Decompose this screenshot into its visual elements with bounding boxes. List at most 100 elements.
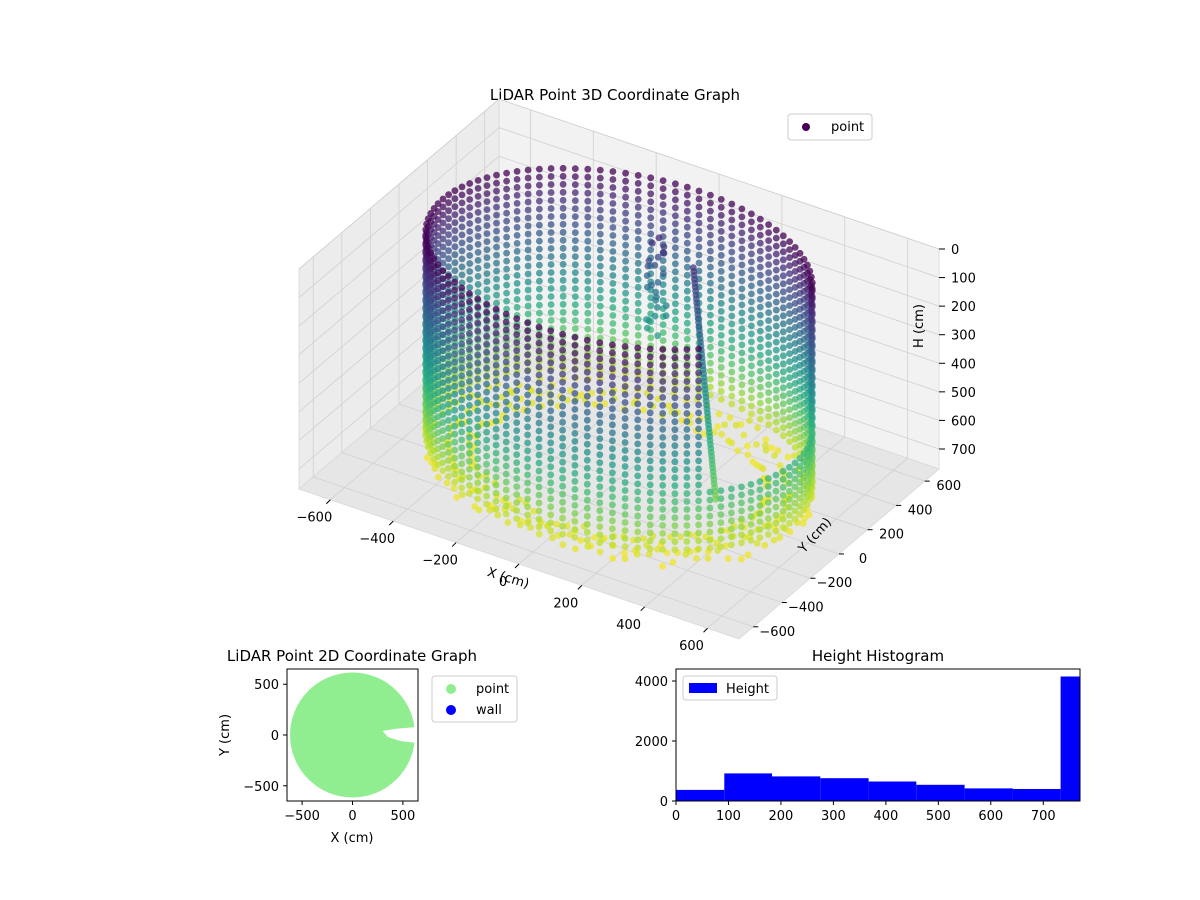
lidar-point (524, 294, 532, 302)
lidar-point (796, 463, 804, 470)
lidar-point (451, 302, 459, 310)
lidar-point (559, 498, 566, 506)
lidar-point (571, 390, 579, 397)
lidar-point (671, 370, 679, 378)
lidar-point (609, 533, 616, 541)
lidar-point (634, 331, 642, 339)
lidar-point (547, 213, 555, 220)
lidar-point (671, 538, 679, 546)
lidar-point (695, 227, 703, 235)
lidar-point (524, 206, 532, 214)
lidar-point (669, 558, 677, 566)
lidar-point (596, 427, 604, 435)
lidar-point (458, 308, 466, 316)
lidar-point (770, 536, 778, 544)
lidar-point (450, 484, 458, 492)
lidar-point (738, 253, 746, 261)
lidar-point (474, 479, 482, 487)
grid-left-z (298, 298, 500, 470)
lidar-point (451, 446, 459, 454)
lidar-point (439, 347, 447, 354)
lidar-point (662, 312, 670, 320)
lidar-point (483, 500, 490, 508)
lidar-point (622, 337, 629, 345)
lidar-point (439, 395, 447, 402)
lidar-point (786, 479, 793, 487)
lidar-point (779, 360, 787, 368)
x-tick-label: −400 (359, 532, 395, 547)
lidar-point (559, 188, 567, 196)
lidar-point (754, 424, 761, 432)
lidar-point (571, 422, 579, 429)
lidar-point (808, 429, 816, 436)
z-tick-label: 100 (951, 272, 976, 287)
lidar-point (458, 380, 466, 388)
lidar-point (474, 399, 482, 407)
lidar-point (634, 211, 642, 219)
lidar-point (651, 261, 659, 269)
lidar-point (492, 473, 500, 481)
lidar-point (609, 397, 616, 405)
lidar-point (695, 425, 702, 433)
lidar-point (502, 494, 510, 502)
lidar-point (609, 461, 616, 469)
lidar-point (524, 166, 532, 174)
lidar-point (738, 499, 745, 507)
lidar-point (502, 390, 510, 398)
lidar-point (772, 354, 780, 362)
lidar-point (466, 220, 474, 227)
lidar-point (808, 349, 816, 356)
lidar-point (738, 381, 746, 389)
lidar-point (634, 195, 642, 203)
lidar-point (786, 438, 793, 445)
lidar-point (662, 302, 670, 310)
lidar-point (571, 334, 579, 341)
lidar-point (634, 544, 642, 552)
lidar-point (665, 402, 673, 410)
lidar-point (717, 340, 725, 347)
lidar-point (621, 423, 629, 430)
lidar-point (474, 319, 482, 327)
lidar-point (439, 371, 447, 378)
lidar-point (492, 457, 500, 465)
chart-3d-axes: −600−400−2000200400600−600−400−200020040… (297, 243, 976, 654)
lidar-point (772, 362, 780, 370)
lidar-point (728, 232, 736, 240)
lidar-point (493, 219, 500, 227)
lidar-point (683, 442, 691, 449)
lidar-point (451, 235, 459, 243)
lidar-point (513, 248, 521, 255)
lidar-point (559, 541, 567, 549)
lidar-point (524, 471, 531, 479)
lidar-point (535, 363, 543, 371)
lidar-point (622, 289, 629, 297)
lidar-point (659, 482, 667, 489)
lidar-point (779, 483, 787, 491)
lidar-point (659, 193, 667, 201)
lidar-point (622, 225, 629, 233)
lidar-point (513, 419, 521, 426)
lidar-point (559, 402, 566, 410)
lidar-point (474, 233, 482, 240)
lidar-point (458, 364, 466, 372)
lidar-point (486, 506, 493, 514)
lidar-point (707, 319, 714, 327)
lidar-point (466, 346, 473, 353)
lidar-point (494, 511, 502, 519)
chart-2d-legend: point wall (431, 675, 518, 723)
lidar-point (695, 243, 703, 251)
lidar-point (772, 338, 780, 346)
lidar-point (535, 331, 543, 339)
chart-2d-legend-wall-marker (446, 705, 456, 715)
lidar-point (738, 357, 746, 365)
lidar-point (547, 237, 555, 244)
lidar-point (659, 546, 667, 553)
lidar-point (717, 364, 725, 371)
lidar-point (756, 415, 764, 423)
lidar-point (474, 201, 482, 208)
lidar-point (707, 303, 714, 311)
lidar-point (764, 475, 772, 482)
lidar-point (634, 251, 642, 259)
lidar-point (659, 217, 667, 225)
chart-2d-ytick-label: 500 (254, 678, 279, 693)
